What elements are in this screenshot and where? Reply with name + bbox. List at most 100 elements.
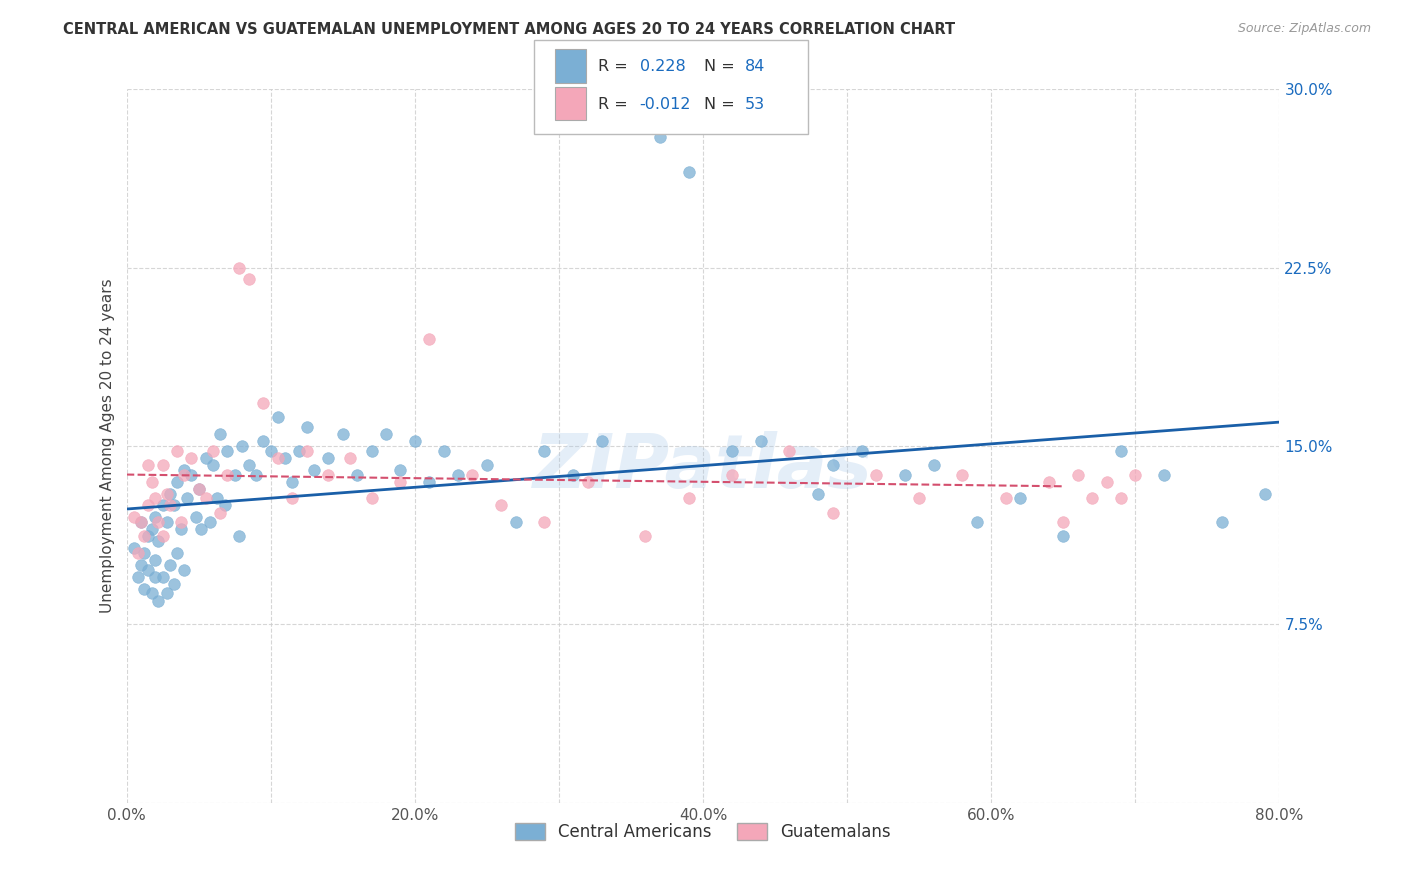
Point	[433, 443, 456, 458]
Point	[166, 443, 188, 458]
Point	[245, 467, 267, 482]
Point	[132, 546, 155, 560]
Point	[1052, 515, 1074, 529]
Point	[360, 491, 382, 506]
Point	[202, 443, 225, 458]
Point	[821, 458, 844, 472]
Point	[720, 443, 742, 458]
Point	[865, 467, 887, 482]
Point	[194, 450, 217, 465]
Point	[1109, 491, 1132, 506]
Point	[281, 475, 304, 489]
Point	[475, 458, 498, 472]
Point	[491, 499, 513, 513]
Point	[318, 467, 340, 482]
Point	[678, 165, 700, 179]
Point	[1038, 475, 1060, 489]
Point	[267, 450, 290, 465]
Point	[145, 510, 166, 524]
Point	[634, 529, 657, 543]
Point	[821, 506, 844, 520]
Point	[332, 427, 354, 442]
Point	[894, 467, 917, 482]
Point	[217, 467, 239, 482]
Point	[418, 475, 440, 489]
Point	[176, 491, 198, 506]
Point	[184, 510, 207, 524]
Point	[238, 458, 260, 472]
Point	[198, 515, 221, 529]
Point	[217, 443, 239, 458]
Point	[145, 570, 166, 584]
Point	[267, 410, 290, 425]
Point	[187, 482, 209, 496]
Point	[148, 534, 170, 549]
Point	[170, 515, 193, 529]
Point	[136, 529, 159, 543]
Point	[779, 443, 801, 458]
Point	[190, 522, 212, 536]
Text: CENTRAL AMERICAN VS GUATEMALAN UNEMPLOYMENT AMONG AGES 20 TO 24 YEARS CORRELATIO: CENTRAL AMERICAN VS GUATEMALAN UNEMPLOYM…	[63, 22, 956, 37]
Point	[1125, 467, 1147, 482]
Point	[159, 558, 181, 572]
Point	[228, 529, 250, 543]
Point	[749, 434, 772, 449]
Text: Source: ZipAtlas.com: Source: ZipAtlas.com	[1237, 22, 1371, 36]
Point	[360, 443, 382, 458]
Text: N =: N =	[704, 59, 735, 73]
Point	[148, 593, 170, 607]
Text: R =: R =	[598, 59, 627, 73]
Text: 0.228: 0.228	[640, 59, 686, 73]
Point	[159, 486, 181, 500]
Point	[576, 475, 599, 489]
Point	[404, 434, 426, 449]
Point	[152, 458, 174, 472]
Point	[950, 467, 973, 482]
Point	[295, 420, 318, 434]
Point	[145, 553, 166, 567]
Point	[922, 458, 945, 472]
Point	[1052, 529, 1074, 543]
Point	[207, 491, 229, 506]
Point	[180, 467, 202, 482]
Point	[187, 482, 209, 496]
Point	[966, 515, 988, 529]
Point	[159, 499, 181, 513]
Point	[295, 443, 318, 458]
Point	[1067, 467, 1090, 482]
Point	[170, 522, 193, 536]
Legend: Central Americans, Guatemalans: Central Americans, Guatemalans	[509, 816, 897, 848]
Text: N =: N =	[704, 97, 735, 112]
Point	[288, 443, 311, 458]
Point	[231, 439, 253, 453]
Text: ZIPatlas: ZIPatlas	[533, 431, 873, 504]
Point	[132, 529, 155, 543]
Point	[173, 467, 195, 482]
Point	[447, 467, 470, 482]
Text: 84: 84	[745, 59, 765, 73]
Point	[136, 563, 159, 577]
Point	[648, 129, 671, 144]
Point	[389, 463, 412, 477]
Point	[346, 467, 368, 482]
Point	[166, 475, 188, 489]
Point	[141, 475, 163, 489]
Point	[202, 458, 225, 472]
Point	[156, 486, 179, 500]
Point	[145, 491, 166, 506]
Point	[166, 546, 188, 560]
Point	[141, 522, 163, 536]
Point	[418, 332, 440, 346]
Point	[156, 515, 179, 529]
Point	[122, 541, 145, 556]
Point	[678, 491, 700, 506]
Point	[209, 506, 232, 520]
Point	[281, 491, 304, 506]
Text: R =: R =	[598, 97, 627, 112]
Text: 53: 53	[745, 97, 765, 112]
Text: -0.012: -0.012	[640, 97, 692, 112]
Point	[1010, 491, 1032, 506]
Point	[908, 491, 931, 506]
Point	[163, 577, 186, 591]
Point	[1095, 475, 1118, 489]
